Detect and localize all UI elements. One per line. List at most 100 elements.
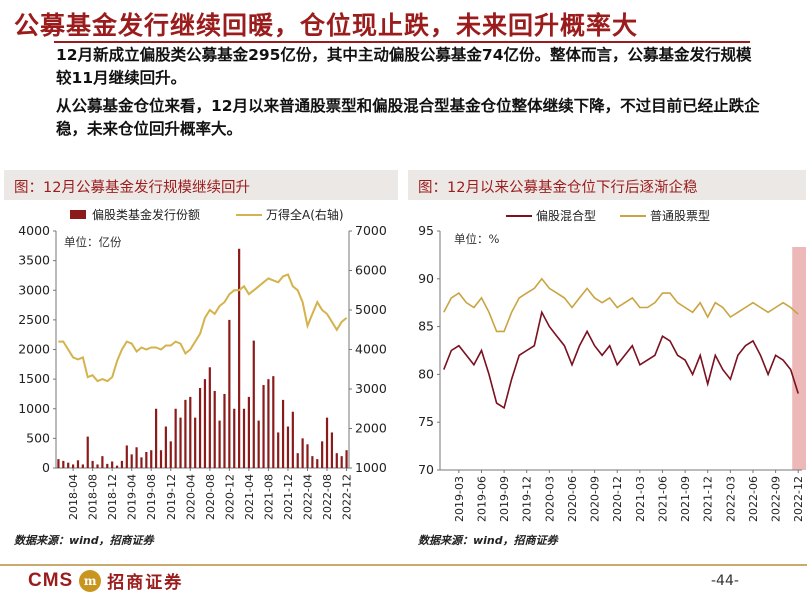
issuance-bar [247, 396, 250, 468]
issuance-bar [301, 438, 304, 468]
issuance-bar [76, 460, 80, 468]
x-tick-label: 2022-12 [341, 474, 354, 520]
issuance-bar [106, 463, 109, 468]
left-chart-header: 图：12月公募基金发行规模继续回升 [4, 170, 398, 200]
x-tick-label: 2020-04 [184, 474, 197, 520]
issuance-bar [325, 417, 329, 468]
y-tick-label-right: 2000 [355, 421, 387, 436]
mixed-fund-position-line [443, 310, 799, 410]
y-tick-label-left: 2000 [18, 342, 50, 357]
issuance-bar [67, 462, 70, 468]
issuance-bar [155, 408, 158, 468]
issuance-bar [164, 426, 167, 468]
legend-label-mixed: 偏股混合型 [536, 208, 596, 223]
issuance-bar [345, 450, 348, 468]
y-tick-label: 90 [418, 271, 434, 286]
issuance-bar [96, 464, 99, 468]
y-tick-label: 85 [418, 319, 434, 334]
y-tick-label: 80 [418, 366, 434, 381]
issuance-bar [272, 376, 275, 468]
issuance-bar [311, 456, 314, 468]
x-tick-label: 2022-04 [301, 474, 314, 520]
issuance-bar [111, 461, 114, 468]
x-tick-label: 2022-09 [770, 476, 783, 522]
x-tick-label: 2022-08 [321, 474, 334, 520]
highlight-region [792, 247, 806, 470]
x-tick-label: 2019-06 [475, 476, 488, 522]
x-tick-label: 2021-12 [702, 476, 715, 522]
y-tick-label-right: 7000 [355, 223, 387, 238]
issuance-bar [316, 459, 319, 468]
issuance-bar [296, 453, 299, 468]
x-tick-label: 2021-06 [656, 476, 669, 522]
wind-a-index-line [58, 273, 348, 383]
y-tick-label-right: 1000 [355, 460, 387, 475]
issuance-bar [198, 388, 202, 468]
logo-cms-text: CMS [28, 569, 74, 591]
y-tick-label-left: 2500 [18, 312, 50, 327]
issuance-bar [179, 417, 182, 468]
issuance-bar [286, 426, 290, 468]
y-tick-label-left: 500 [26, 430, 50, 445]
legend-label-bar: 偏股类基金发行份额 [92, 207, 200, 222]
y-tick-label-left: 3000 [18, 282, 50, 297]
issuance-bar [145, 452, 148, 468]
x-tick-label: 2020-12 [223, 474, 236, 520]
y-tick-label-left: 4000 [18, 223, 50, 238]
left-chart-title: 图：12月公募基金发行规模继续回升 [14, 180, 250, 196]
issuance-bar [306, 444, 309, 468]
x-tick-label: 2022-12 [792, 476, 805, 522]
x-tick-label: 2021-03 [634, 476, 647, 522]
issuance-bar [252, 340, 255, 468]
issuance-bar [81, 464, 84, 468]
issuance-bar [340, 456, 343, 468]
slide-title: 公募基金发行继续回暖，仓位现止跌，未来回升概率大 [14, 11, 639, 40]
issuance-bar [91, 460, 94, 468]
x-tick-label: 2019-12 [165, 474, 178, 520]
issuance-bar [208, 367, 211, 468]
legend-label-line: 万得全A(右轴) [266, 207, 344, 222]
x-tick-label: 2020-03 [543, 476, 556, 522]
issuance-bar [189, 396, 192, 468]
right-chart-title: 图：12月以来公募基金仓位下行后逐渐企稳 [418, 180, 698, 196]
issuance-bar [184, 399, 187, 468]
y-tick-label: 75 [418, 414, 434, 429]
issuance-bar [228, 319, 231, 468]
issuance-bar [281, 399, 285, 468]
issuance-bar [135, 447, 138, 468]
issuance-bar [174, 408, 177, 468]
left-data-source: 数据来源：wind，招商证券 [14, 534, 154, 547]
issuance-bar [218, 420, 221, 468]
x-tick-label: 2020-08 [204, 474, 217, 520]
x-tick-label: 2020-06 [566, 476, 579, 522]
logo-company-name: 招商证券 [107, 573, 184, 593]
summary-paragraph-2: 从公募基金仓位来看，12月以来普通股票型和偏股混合型基金仓位整体继续下降，不过目… [56, 97, 760, 138]
issuance-bar [120, 460, 124, 468]
issuance-bar [86, 436, 89, 468]
issuance-bar [238, 248, 241, 468]
y-tick-label-right: 5000 [355, 302, 387, 317]
x-tick-label: 2020-09 [589, 476, 602, 522]
company-logo: CMS m 招商证券 [28, 568, 183, 593]
x-tick-label: 2019-09 [498, 476, 511, 522]
legend-swatch-bar [70, 210, 86, 219]
issuance-bar [140, 457, 143, 468]
issuance-bar [291, 411, 294, 468]
issuance-bar [267, 379, 270, 468]
issuance-bar [194, 417, 197, 468]
issuance-bar [335, 453, 338, 468]
y-tick-label: 70 [418, 462, 434, 477]
issuance-bar [330, 432, 334, 468]
x-tick-label: 2021-09 [679, 476, 692, 522]
x-tick-label: 2019-12 [521, 476, 534, 522]
x-tick-label: 2020-12 [611, 476, 624, 522]
footer-divider [0, 564, 807, 566]
issuance-bar [233, 408, 236, 468]
issuance-bar [71, 464, 75, 468]
left-unit-label: 单位：亿份 [64, 235, 122, 249]
x-tick-label: 2021-04 [243, 474, 256, 520]
x-tick-label: 2018-12 [106, 474, 119, 520]
issuance-bar [277, 432, 280, 468]
x-tick-label: 2022-03 [724, 476, 737, 522]
page-number: -44- [711, 573, 739, 589]
